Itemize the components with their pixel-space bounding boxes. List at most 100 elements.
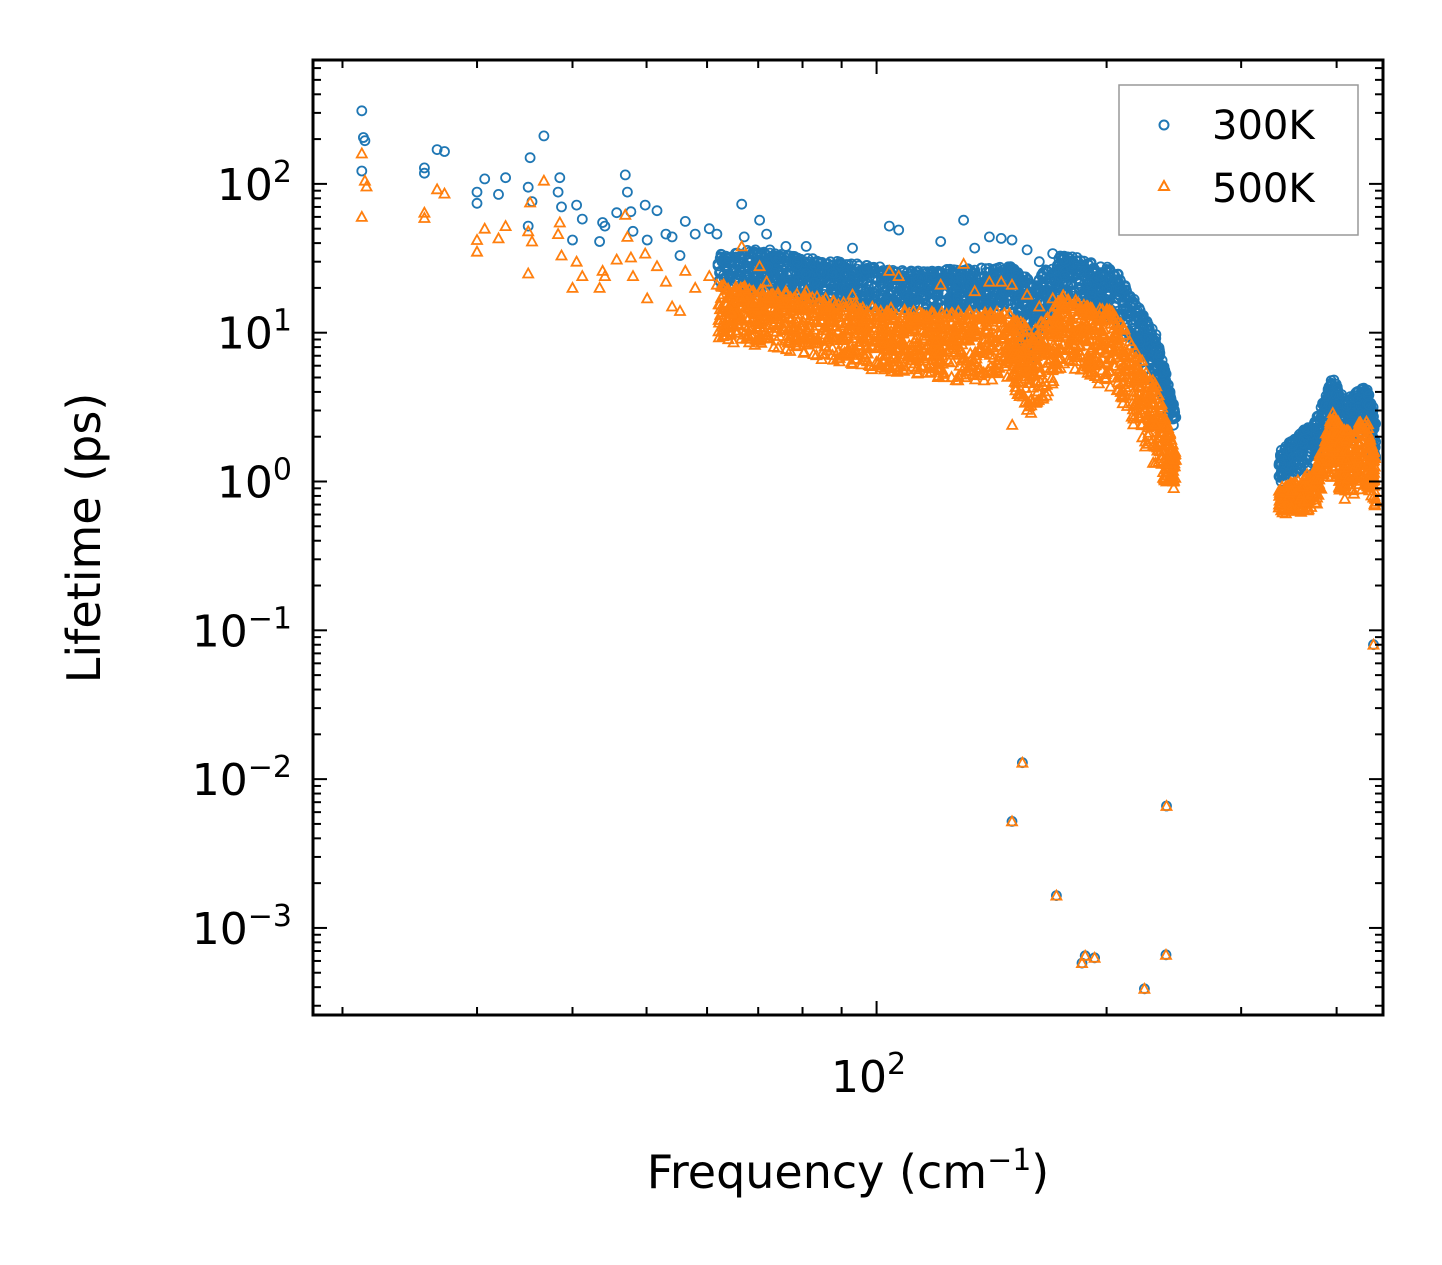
data-point-500K bbox=[1079, 334, 1094, 347]
data-point-500K bbox=[790, 338, 804, 351]
data-point-300K bbox=[431, 144, 443, 156]
data-point-300K bbox=[522, 220, 534, 232]
data-point-300K bbox=[1036, 269, 1047, 281]
data-point-500K bbox=[840, 344, 854, 357]
data-point-500K bbox=[712, 324, 726, 337]
data-point-500K bbox=[1282, 489, 1296, 501]
data-point-500K bbox=[831, 344, 845, 357]
data-point-300K bbox=[1287, 439, 1299, 451]
data-point-500K bbox=[1083, 314, 1097, 326]
data-point-500K bbox=[1038, 340, 1052, 352]
data-point-500K bbox=[1013, 324, 1027, 337]
data-point-500K bbox=[1314, 481, 1328, 494]
data-point-500K bbox=[1009, 375, 1023, 388]
data-point-500K bbox=[1018, 318, 1032, 331]
data-point-500K bbox=[737, 281, 751, 293]
data-point-300K bbox=[554, 172, 566, 184]
data-point-500K bbox=[783, 344, 797, 356]
data-point-500K bbox=[750, 315, 764, 328]
data-point-500K bbox=[877, 362, 892, 375]
data-point-300K bbox=[524, 152, 536, 164]
data-point-500K bbox=[1032, 339, 1046, 351]
data-point-300K bbox=[952, 292, 964, 303]
data-point-500K bbox=[521, 224, 535, 237]
data-point-500K bbox=[1105, 304, 1119, 317]
data-point-300K bbox=[1331, 381, 1343, 393]
data-point-300K bbox=[1066, 279, 1078, 290]
data-point-500K bbox=[779, 284, 793, 297]
data-point-500K bbox=[1140, 397, 1154, 410]
data-point-500K bbox=[827, 294, 841, 307]
data-point-500K bbox=[1019, 381, 1033, 393]
data-point-500K bbox=[933, 311, 947, 323]
data-point-500K bbox=[898, 302, 912, 315]
data-point-500K bbox=[1100, 302, 1114, 315]
data-point-500K bbox=[1093, 333, 1107, 346]
data-point-300K bbox=[995, 232, 1007, 244]
data-point-500K bbox=[984, 307, 998, 320]
data-point-500K bbox=[876, 328, 890, 340]
data-point-300K bbox=[1006, 234, 1018, 246]
data-point-500K bbox=[1155, 451, 1169, 464]
data-point-300K bbox=[1134, 304, 1146, 316]
data-point-500K bbox=[876, 339, 890, 351]
data-point-500K bbox=[491, 231, 506, 244]
data-point-300K bbox=[1088, 295, 1100, 307]
data-point-500K bbox=[995, 320, 1009, 333]
data-point-500K bbox=[1343, 482, 1357, 494]
data-point-500K bbox=[1123, 357, 1137, 370]
data-point-300K bbox=[571, 199, 582, 211]
data-point-500K bbox=[1068, 361, 1082, 374]
data-point-500K bbox=[1298, 470, 1312, 483]
data-point-500K bbox=[1045, 376, 1059, 389]
data-point-500K bbox=[952, 332, 966, 345]
data-point-500K bbox=[1348, 442, 1362, 455]
data-point-500K bbox=[921, 311, 935, 324]
data-point-500K bbox=[1070, 311, 1084, 324]
data-point-500K bbox=[624, 250, 638, 263]
data-point-300K bbox=[1287, 435, 1298, 447]
data-point-500K bbox=[673, 304, 687, 316]
data-point-300K bbox=[1085, 257, 1097, 269]
data-point-500K bbox=[1367, 458, 1381, 471]
data-point-500K bbox=[928, 334, 943, 347]
data-point-500K bbox=[1285, 483, 1299, 496]
data-point-500K bbox=[1075, 304, 1089, 317]
data-point-500K bbox=[1007, 356, 1021, 368]
data-point-300K bbox=[929, 269, 940, 281]
data-point-500K bbox=[875, 353, 889, 366]
data-point-500K bbox=[417, 205, 431, 218]
data-point-500K bbox=[859, 346, 874, 359]
data-point-500K bbox=[922, 361, 936, 373]
data-point-300K bbox=[983, 262, 995, 274]
data-point-500K bbox=[1311, 472, 1325, 485]
data-point-300K bbox=[556, 201, 567, 213]
data-point-500K bbox=[954, 343, 968, 356]
data-point-300K bbox=[418, 167, 430, 179]
data-point-500K bbox=[828, 329, 842, 342]
data-point-500K bbox=[1134, 392, 1148, 404]
data-point-300K bbox=[567, 234, 578, 246]
data-point-500K bbox=[1110, 336, 1124, 349]
data-point-500K bbox=[437, 186, 452, 199]
data-point-500K bbox=[797, 345, 811, 357]
data-point-500K bbox=[745, 329, 759, 342]
data-point-300K bbox=[641, 234, 653, 246]
data-point-300K bbox=[594, 236, 605, 247]
data-point-300K bbox=[1123, 290, 1135, 302]
data-point-500K bbox=[936, 322, 950, 335]
data-point-300K bbox=[622, 186, 633, 198]
data-point-300K bbox=[1031, 285, 1043, 297]
data-point-500K bbox=[891, 321, 905, 334]
data-point-500K bbox=[741, 327, 755, 340]
data-point-300K bbox=[769, 267, 781, 279]
data-point-500K bbox=[1160, 448, 1175, 461]
data-point-500K bbox=[499, 219, 513, 232]
data-point-500K bbox=[788, 289, 802, 302]
data-point-300K bbox=[861, 263, 872, 274]
data-point-500K bbox=[1311, 462, 1325, 475]
data-point-500K bbox=[1005, 814, 1019, 827]
data-point-300K bbox=[870, 288, 882, 299]
series-500K bbox=[355, 146, 1383, 994]
data-point-500K bbox=[355, 146, 369, 159]
